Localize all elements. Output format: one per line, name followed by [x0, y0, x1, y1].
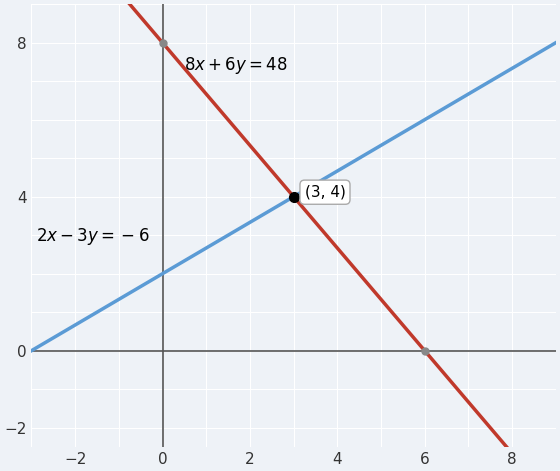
- Text: $8x + 6y = 48$: $8x + 6y = 48$: [184, 55, 288, 76]
- Text: $2x - 3y = -6$: $2x - 3y = -6$: [36, 226, 150, 247]
- Text: (3, 4): (3, 4): [305, 185, 346, 200]
